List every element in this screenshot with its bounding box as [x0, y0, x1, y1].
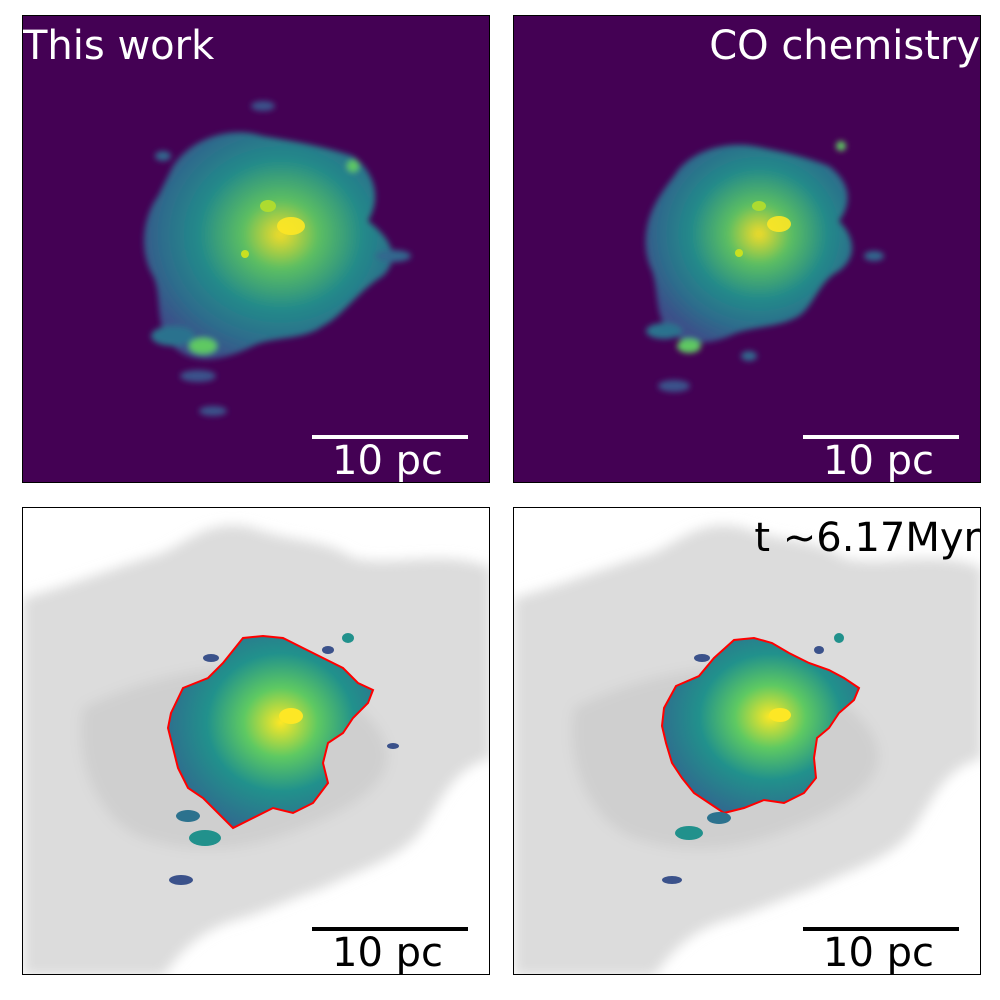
- scale-bar: [803, 927, 959, 931]
- co-emission-map-image: [143, 101, 411, 416]
- gas-density-with-contour-image: [514, 525, 980, 974]
- scale-bar: [312, 435, 468, 439]
- panel-time-label: t ~6.17Myr: [754, 515, 980, 561]
- panel-title-this-work: This work: [23, 23, 215, 69]
- scale-bar-label: 10 pc: [332, 930, 443, 975]
- scale-bar-label: 10 pc: [823, 438, 934, 483]
- scale-bar-label: 10 pc: [823, 930, 934, 975]
- scale-bar-label: 10 pc: [332, 438, 443, 483]
- co-chemistry-map-image: [645, 141, 884, 392]
- scale-bar: [312, 927, 468, 931]
- panel-this-work: This work 10 pc: [22, 15, 490, 483]
- panel-title-co-chemistry: CO chemistry: [709, 23, 980, 69]
- panel-gas-overlay-this-work: 10 pc: [22, 507, 490, 975]
- gas-density-with-contour-image: [23, 525, 489, 974]
- panel-gas-overlay-co-chemistry: t ~6.17Myr 10 pc: [513, 507, 981, 975]
- panel-co-chemistry: CO chemistry 10 pc: [513, 15, 981, 483]
- scale-bar: [803, 435, 959, 439]
